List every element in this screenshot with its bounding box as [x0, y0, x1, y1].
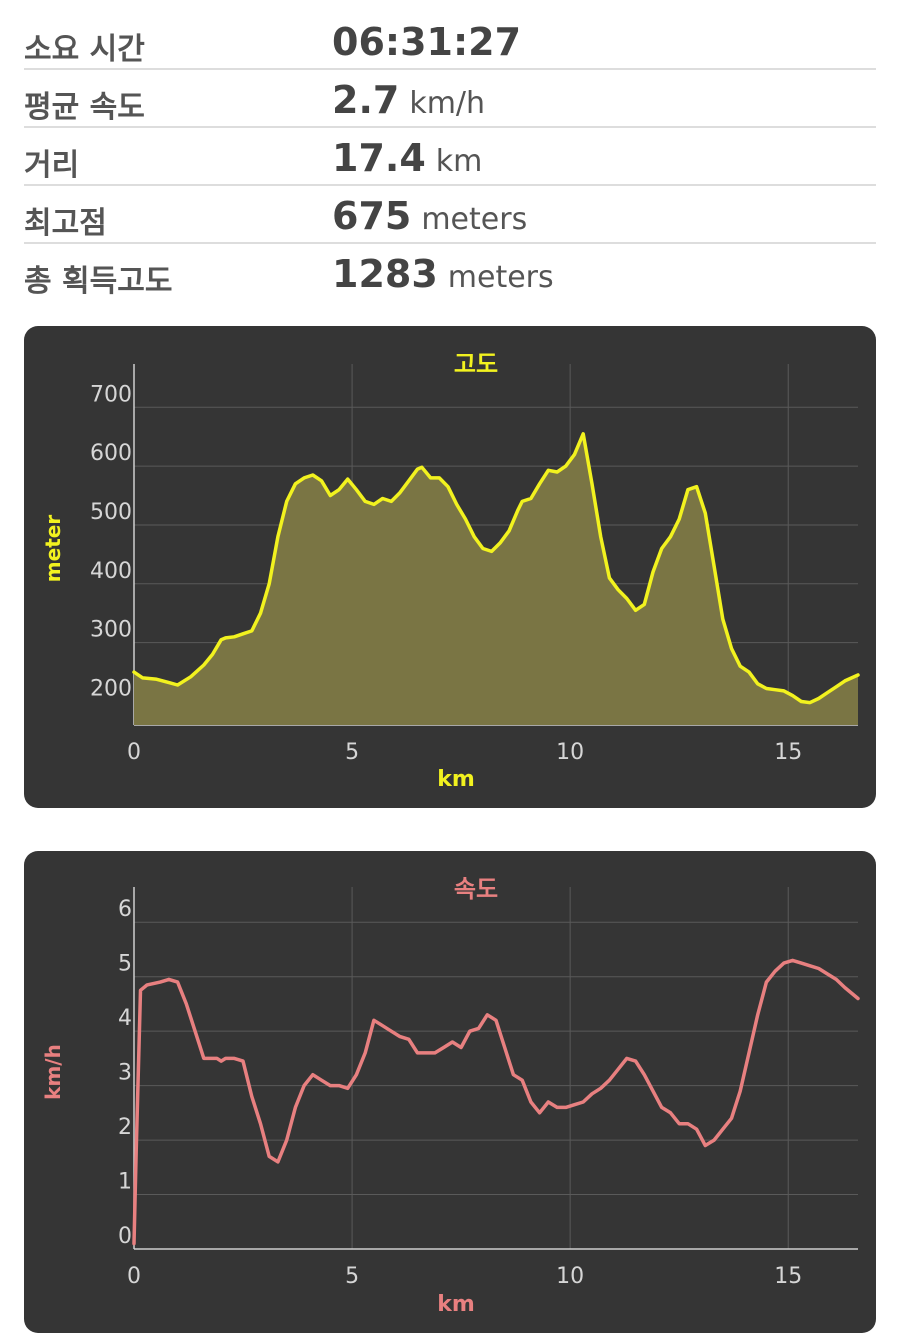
altitude-chart: 고도 200 300 400 500 600 700 0 5 10 15 km meter — [41, 350, 860, 792]
y-tick-label: 400 — [90, 559, 132, 584]
altitude-chart-panel: 고도 200 300 400 500 600 700 0 5 10 15 km meter — [24, 326, 876, 808]
stat-number: 1283 — [332, 252, 438, 296]
stat-number: 675 — [332, 194, 412, 238]
y-tick-label: 2 — [118, 1115, 132, 1140]
x-tick-label: 0 — [127, 1264, 141, 1289]
stat-row-avg-speed: 평균 속도 2.7 km/h — [24, 70, 876, 128]
x-tick-label: 5 — [345, 740, 359, 765]
speed-chart-panel: 속도 0 1 2 3 4 5 6 0 5 10 15 km km/h — [24, 851, 876, 1333]
stat-value: 17.4 km — [332, 136, 482, 180]
stat-value: 1283 meters — [332, 252, 554, 296]
x-tick-label: 15 — [774, 740, 802, 765]
stat-label: 최고점 — [24, 206, 107, 241]
stat-value: 2.7 km/h — [332, 78, 485, 122]
x-tick-label: 10 — [556, 1264, 584, 1289]
chart-title: 속도 — [454, 875, 498, 903]
altitude-area — [134, 433, 858, 725]
y-tick-label: 3 — [118, 1061, 132, 1086]
stat-unit: meters — [447, 260, 554, 295]
y-axis-label: km/h — [41, 1044, 65, 1100]
speed-chart: 속도 0 1 2 3 4 5 6 0 5 10 15 km km/h — [41, 875, 860, 1317]
y-tick-label: 500 — [90, 500, 132, 525]
y-tick-label: 1 — [118, 1170, 132, 1195]
stat-row-total-ascent: 총 획득고도 1283 meters — [24, 244, 876, 302]
stat-unit: km — [435, 144, 483, 179]
stat-label: 소요 시간 — [24, 32, 145, 67]
y-tick-label: 6 — [118, 897, 132, 922]
stat-unit: meters — [421, 202, 528, 237]
stats-list: 소요 시간 06:31:27 평균 속도 2.7 km/h 거리 17.4 km 최… — [24, 12, 876, 302]
stat-row-max-altitude: 최고점 675 meters — [24, 186, 876, 244]
stat-row-distance: 거리 17.4 km — [24, 128, 876, 186]
stat-number: 17.4 — [332, 136, 426, 180]
stat-label: 총 획득고도 — [24, 264, 173, 299]
stat-unit: km/h — [409, 86, 486, 121]
x-axis-label: km — [437, 767, 475, 792]
y-axis-label: meter — [41, 515, 65, 583]
y-tick-label: 600 — [90, 441, 132, 466]
x-tick-label: 10 — [556, 740, 584, 765]
y-tick-label: 0 — [118, 1224, 132, 1249]
y-tick-label: 300 — [90, 618, 132, 643]
stat-number: 06:31:27 — [332, 20, 522, 64]
stat-label: 평균 속도 — [24, 90, 145, 125]
y-tick-label: 4 — [118, 1006, 132, 1031]
altitude-line — [132, 432, 860, 705]
y-tick-label: 700 — [90, 382, 132, 407]
x-tick-label: 5 — [345, 1264, 359, 1289]
stat-value: 675 meters — [332, 194, 527, 238]
x-axis-label: km — [437, 1292, 475, 1317]
stat-row-duration: 소요 시간 06:31:27 — [24, 12, 876, 70]
speed-line — [132, 958, 860, 1246]
y-tick-label: 200 — [90, 676, 132, 701]
x-tick-label: 0 — [127, 740, 141, 765]
chart-title: 고도 — [454, 350, 498, 378]
stat-label: 거리 — [24, 148, 80, 183]
stat-number: 2.7 — [332, 78, 400, 122]
stat-value: 06:31:27 — [332, 20, 531, 64]
y-tick-label: 5 — [118, 952, 132, 977]
x-tick-label: 15 — [774, 1264, 802, 1289]
